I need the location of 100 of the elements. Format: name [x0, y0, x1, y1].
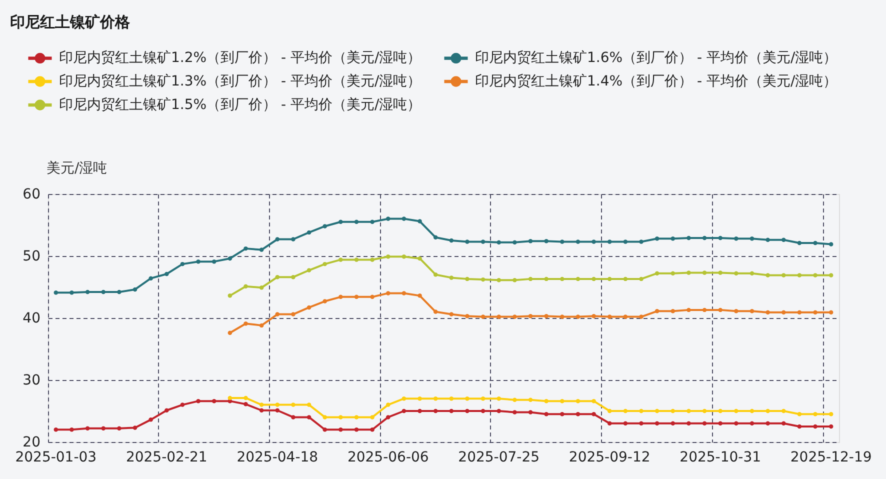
point [654, 309, 660, 314]
point [607, 408, 612, 414]
point [402, 408, 406, 414]
x-tick-label: 2025-01-03 [15, 450, 97, 466]
point [244, 321, 248, 326]
point [828, 242, 834, 246]
point [322, 299, 327, 304]
point [449, 276, 454, 280]
point [496, 408, 501, 414]
y-axis-title: 美元/湿吨 [46, 160, 108, 176]
point [259, 323, 264, 328]
point [750, 271, 754, 276]
point [623, 240, 628, 244]
point [670, 309, 676, 314]
point [654, 421, 660, 426]
point [480, 396, 486, 401]
point [433, 235, 438, 240]
point [623, 421, 628, 426]
point [528, 398, 533, 402]
point [718, 270, 722, 275]
point [259, 248, 264, 252]
point [544, 412, 548, 416]
point [148, 418, 153, 422]
point [370, 294, 374, 300]
point [512, 240, 517, 244]
point [386, 254, 390, 259]
point [354, 258, 359, 262]
point [734, 236, 738, 241]
point [670, 271, 676, 276]
point [196, 398, 200, 404]
point [132, 287, 138, 292]
point [465, 240, 470, 244]
point [496, 396, 501, 401]
point [291, 237, 296, 242]
point [322, 415, 327, 420]
point [228, 256, 232, 261]
point [607, 421, 612, 426]
point [528, 276, 533, 282]
x-tick-label: 2025-09-12 [568, 450, 650, 466]
point [512, 398, 517, 402]
y-tick-label: 40 [22, 310, 40, 326]
point [528, 410, 533, 414]
x-tick-label: 2025-07-25 [458, 450, 540, 466]
point [750, 309, 754, 314]
point [480, 408, 486, 414]
point [275, 408, 280, 412]
point [576, 276, 580, 282]
point [496, 314, 501, 319]
point [196, 259, 200, 264]
point [639, 314, 644, 319]
point [607, 314, 612, 319]
point [576, 412, 580, 416]
point [782, 310, 786, 315]
point [465, 408, 470, 414]
point [592, 412, 596, 416]
point [101, 426, 106, 430]
point [244, 396, 248, 400]
point [418, 396, 422, 401]
point [244, 402, 248, 406]
point [797, 310, 802, 315]
point [544, 398, 548, 404]
point [734, 309, 738, 314]
point [718, 236, 722, 240]
point [354, 294, 359, 300]
point [449, 408, 454, 414]
point [322, 262, 327, 266]
point [639, 421, 644, 426]
point [291, 415, 296, 420]
point [576, 314, 580, 319]
point [544, 314, 548, 318]
point [164, 408, 169, 412]
point [750, 236, 754, 241]
point [306, 305, 312, 310]
point [291, 274, 296, 280]
x-tick-label: 2025-10-31 [680, 450, 762, 466]
point [370, 427, 374, 432]
point [828, 310, 834, 315]
point [686, 421, 691, 426]
point [639, 276, 644, 282]
point [560, 240, 564, 244]
point [813, 240, 818, 246]
point [686, 408, 691, 414]
point [85, 290, 90, 294]
point [654, 271, 660, 276]
point [449, 238, 454, 243]
point [623, 408, 628, 414]
point [623, 276, 628, 282]
point [338, 220, 343, 224]
legend-label: 印尼内贸红土镍矿1.3%（到厂价） - 平均价（美元/湿吨） [59, 74, 422, 90]
point [212, 398, 216, 404]
point [386, 402, 390, 407]
point [592, 276, 596, 282]
point [164, 272, 169, 276]
point [338, 415, 343, 420]
point [480, 240, 486, 244]
x-tick-label: 2025-12-19 [790, 450, 872, 466]
point [180, 402, 185, 407]
point [592, 240, 596, 244]
point [592, 398, 596, 404]
point [322, 224, 327, 228]
